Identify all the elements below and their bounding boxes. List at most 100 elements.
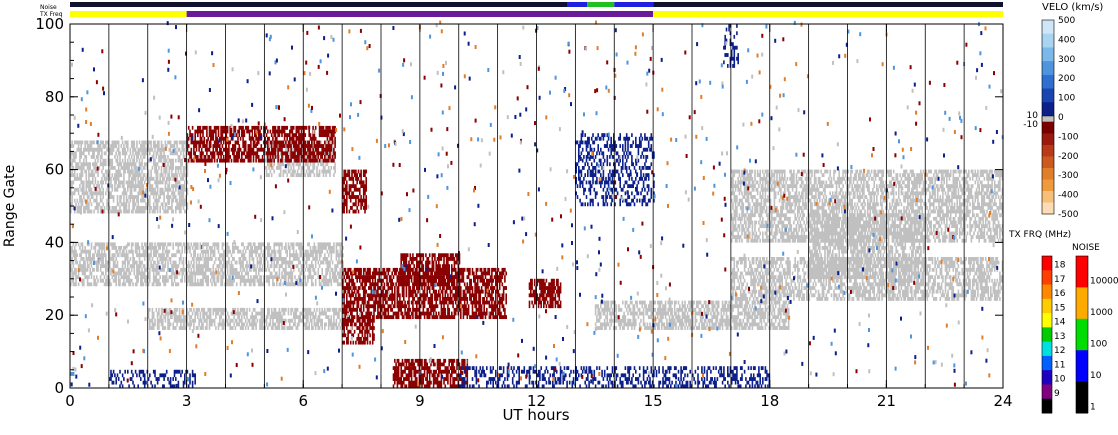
velocity-tick-label: -300 <box>1058 171 1079 181</box>
plot-area: 0 3 6 9 12 15 18 21 24 0 20 40 60 80 100 <box>35 15 1012 410</box>
txfreq-tick-label: 16 <box>1054 289 1066 299</box>
txfreq-swatch <box>1042 341 1052 357</box>
y-axis-label: Range Gate <box>2 165 18 247</box>
txfreq-swatch <box>1042 284 1052 300</box>
band-0-7 <box>594 300 790 330</box>
band-1-3 <box>392 358 469 389</box>
txfreq-swatch <box>1042 327 1052 343</box>
txfreq-swatch <box>1042 313 1052 328</box>
noise-segment-2 <box>587 2 615 7</box>
noise-colorbar: NOISE 10000 1000 100 10 1 <box>1072 243 1118 414</box>
txfreq-swatch <box>1042 355 1052 371</box>
velocity-swatch <box>1042 179 1054 192</box>
velocity-swatch <box>1042 33 1054 48</box>
txfreq-strip-label: TX Freq <box>39 11 63 18</box>
noise-segment-4 <box>653 2 1003 7</box>
noise-tick-label: 1000 <box>1090 308 1113 318</box>
band-0-2 <box>147 307 344 330</box>
txfreq-tick-label: 13 <box>1054 332 1065 342</box>
series-negative-velocity <box>186 125 562 389</box>
noise-segment-3 <box>614 2 654 7</box>
noise-strip <box>70 2 1003 7</box>
x-tick-label: 3 <box>182 392 192 410</box>
top-strips: Noise TX Freq <box>39 2 1003 18</box>
txfreq-tick-label: 15 <box>1054 303 1065 313</box>
hour-gridlines <box>108 24 965 388</box>
noise-colorbar-title: NOISE <box>1072 243 1100 253</box>
velocity-swatch <box>1042 20 1054 35</box>
velocity-tick-label: -500 <box>1058 210 1079 220</box>
txfreq-strip <box>70 11 1003 17</box>
band-0-6 <box>808 213 926 280</box>
noise-tick-label: 100 <box>1090 340 1107 350</box>
velocity-swatch <box>1042 47 1054 62</box>
x-tick-label: 15 <box>644 392 663 410</box>
velocity-swatch <box>1042 191 1054 203</box>
txfreq-tick-label: 9 <box>1054 389 1060 399</box>
noise-swatch <box>1076 287 1088 320</box>
x-tick-label: 24 <box>993 392 1012 410</box>
txfreq-swatch <box>1042 256 1052 271</box>
band-0-0 <box>70 140 189 214</box>
velocity-colorbar: VELO (km/s) 500 400 300 200 100 0 -100 -200 -300… <box>1023 2 1103 220</box>
velocity-tick-label: 100 <box>1058 94 1075 104</box>
velocity-tick-label: 200 <box>1058 74 1075 84</box>
data-layer <box>70 20 1004 389</box>
noise-tick-label: 1 <box>1090 402 1096 412</box>
velocity-tick-label: 300 <box>1058 55 1075 65</box>
velocity-tick-label: 0 <box>1058 113 1064 123</box>
txfreq-segment-2 <box>653 11 1003 17</box>
txfreq-tick-label: 12 <box>1054 346 1065 356</box>
velocity-tick-label: -400 <box>1058 191 1079 201</box>
noise-segment-1 <box>567 2 588 7</box>
band-0-1 <box>70 242 344 287</box>
velocity-tick-label: -100 <box>1058 132 1079 142</box>
velocity-swatch <box>1042 122 1054 134</box>
y-tick-label: 100 <box>35 15 64 33</box>
x-tick-label: 0 <box>65 392 75 410</box>
txfreq-colorbar-title: TX FRQ (MHz) <box>1008 230 1071 240</box>
y-tick-label: 0 <box>54 379 64 397</box>
txfreq-swatch <box>1042 270 1052 286</box>
band-1-4 <box>342 315 375 345</box>
y-tick-label: 20 <box>45 306 64 324</box>
txfreq-tick-label: 17 <box>1054 275 1065 285</box>
y-tick-label: 40 <box>45 233 64 251</box>
series-positive-velocity <box>108 24 771 389</box>
band-1-2 <box>528 278 562 309</box>
txfreq-colorbar: TX FRQ (MHz) 18 17 16 15 14 13 12 11 10 9 <box>1008 230 1071 414</box>
y-tick-label: 60 <box>45 161 64 179</box>
txfreq-tick-label: 18 <box>1054 261 1066 271</box>
band-1-1 <box>400 253 461 287</box>
velocity-tick-label: 500 <box>1058 16 1075 26</box>
velocity-swatch <box>1042 202 1054 215</box>
noise-swatch <box>1076 350 1088 383</box>
txfreq-tick-label: 11 <box>1054 360 1065 370</box>
ground-scatter-swatch <box>1041 115 1055 123</box>
x-tick-label: 6 <box>298 392 308 410</box>
velocity-tick-label: -200 <box>1058 152 1079 162</box>
noise-colorbar-frame <box>1075 255 1089 414</box>
x-tick-label: 18 <box>760 392 779 410</box>
scatter-speckles <box>70 20 1004 388</box>
velocity-tick-label: 400 <box>1058 35 1075 45</box>
noise-tick-label: 10000 <box>1090 277 1118 287</box>
velocity-swatch <box>1042 88 1054 103</box>
velocity-swatch <box>1042 145 1054 157</box>
ground-scatter-label: 10 <box>1027 111 1039 121</box>
velocity-swatch <box>1042 61 1054 76</box>
velocity-swatch <box>1042 168 1054 180</box>
noise-swatch <box>1076 256 1088 288</box>
band-1-6 <box>342 169 367 214</box>
axes: 0 3 6 9 12 15 18 21 24 0 20 40 60 80 100 <box>35 15 1012 410</box>
series-ground-scatter <box>70 140 1004 330</box>
velocity-colorbar-title: VELO (km/s) <box>1042 2 1103 13</box>
txfreq-swatch <box>1042 370 1052 385</box>
velocity-swatch <box>1042 156 1054 169</box>
txfreq-swatch <box>1042 398 1052 414</box>
velocity-swatch <box>1042 74 1054 90</box>
txfreq-segment-0 <box>70 11 187 17</box>
velocity-swatch <box>1042 133 1054 146</box>
txfreq-segment-1 <box>186 11 654 17</box>
